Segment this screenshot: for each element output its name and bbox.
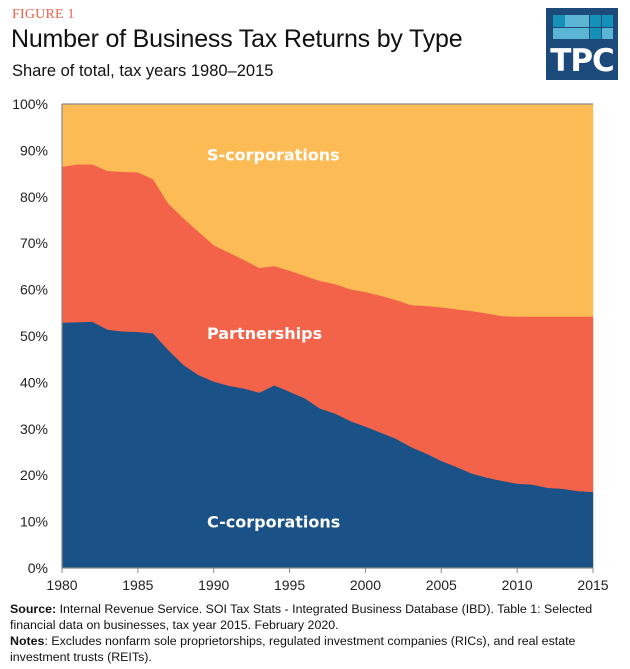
y-tick-label: 40% — [20, 374, 48, 390]
area-series-group — [61, 103, 594, 569]
stacked-area-chart: 0% 10% 20% 30% 40% 50% 60% 70% 80% 90% 100% 1980 198… — [12, 96, 609, 593]
x-tick-label: 1985 — [122, 577, 153, 593]
source-label: Source: — [10, 602, 57, 616]
logo-square — [553, 15, 565, 27]
y-tick-label: 50% — [20, 328, 48, 344]
logo-square — [589, 15, 602, 27]
chart-footer: Source: Internal Revenue Service. SOI Ta… — [10, 601, 622, 665]
notes-label: Notes — [10, 634, 45, 648]
x-tick-label: 1995 — [274, 577, 305, 593]
logo-square — [565, 15, 577, 27]
y-tick-label: 70% — [20, 235, 48, 251]
tpc-logo-text: TPC — [550, 43, 615, 79]
x-tick-label: 2005 — [426, 577, 457, 593]
y-tick-label: 30% — [20, 421, 48, 437]
series-label-c-corporations: C-corporations — [207, 513, 340, 532]
y-tick-label: 100% — [12, 96, 48, 112]
y-tick-label: 10% — [20, 514, 48, 530]
logo-square — [589, 27, 602, 39]
chart-subtitle: Share of total, tax years 1980–2015 — [12, 62, 274, 80]
y-tick-label: 0% — [28, 560, 48, 576]
y-tick-label: 20% — [20, 467, 48, 483]
series-label-s-corporations: S-corporations — [207, 145, 340, 164]
source-text: Internal Revenue Service. SOI Tax Stats … — [10, 602, 593, 632]
x-tick-label: 2000 — [350, 577, 381, 593]
logo-square — [553, 27, 565, 39]
axes-group: 0% 10% 20% 30% 40% 50% 60% 70% 80% 90% 100% 1980 198… — [12, 96, 609, 593]
logo-square — [577, 15, 589, 27]
tpc-logo: TPC — [546, 8, 618, 80]
y-tick-label: 90% — [20, 142, 48, 158]
x-tick-label: 1990 — [198, 577, 229, 593]
logo-square — [601, 27, 614, 39]
y-tick-label: 80% — [20, 189, 48, 205]
notes-note: Notes: Excludes nonfarm sole proprietors… — [10, 633, 622, 665]
series-label-partnerships: Partnerships — [207, 324, 322, 343]
logo-square — [565, 27, 577, 39]
chart-title: Number of Business Tax Returns by Type — [11, 25, 463, 53]
x-tick-label: 2015 — [577, 577, 608, 593]
logo-square — [577, 27, 589, 39]
x-tick-label: 1980 — [46, 577, 77, 593]
series-labels-group: S-corporations Partnerships C-corporations — [207, 145, 340, 531]
logo-square — [601, 15, 614, 27]
figure-label: FIGURE 1 — [12, 7, 75, 22]
y-tick-label: 60% — [20, 282, 48, 298]
source-note: Source: Internal Revenue Service. SOI Ta… — [10, 601, 622, 633]
x-tick-label: 2010 — [502, 577, 533, 593]
notes-text: : Excludes nonfarm sole proprietorships,… — [10, 634, 576, 664]
